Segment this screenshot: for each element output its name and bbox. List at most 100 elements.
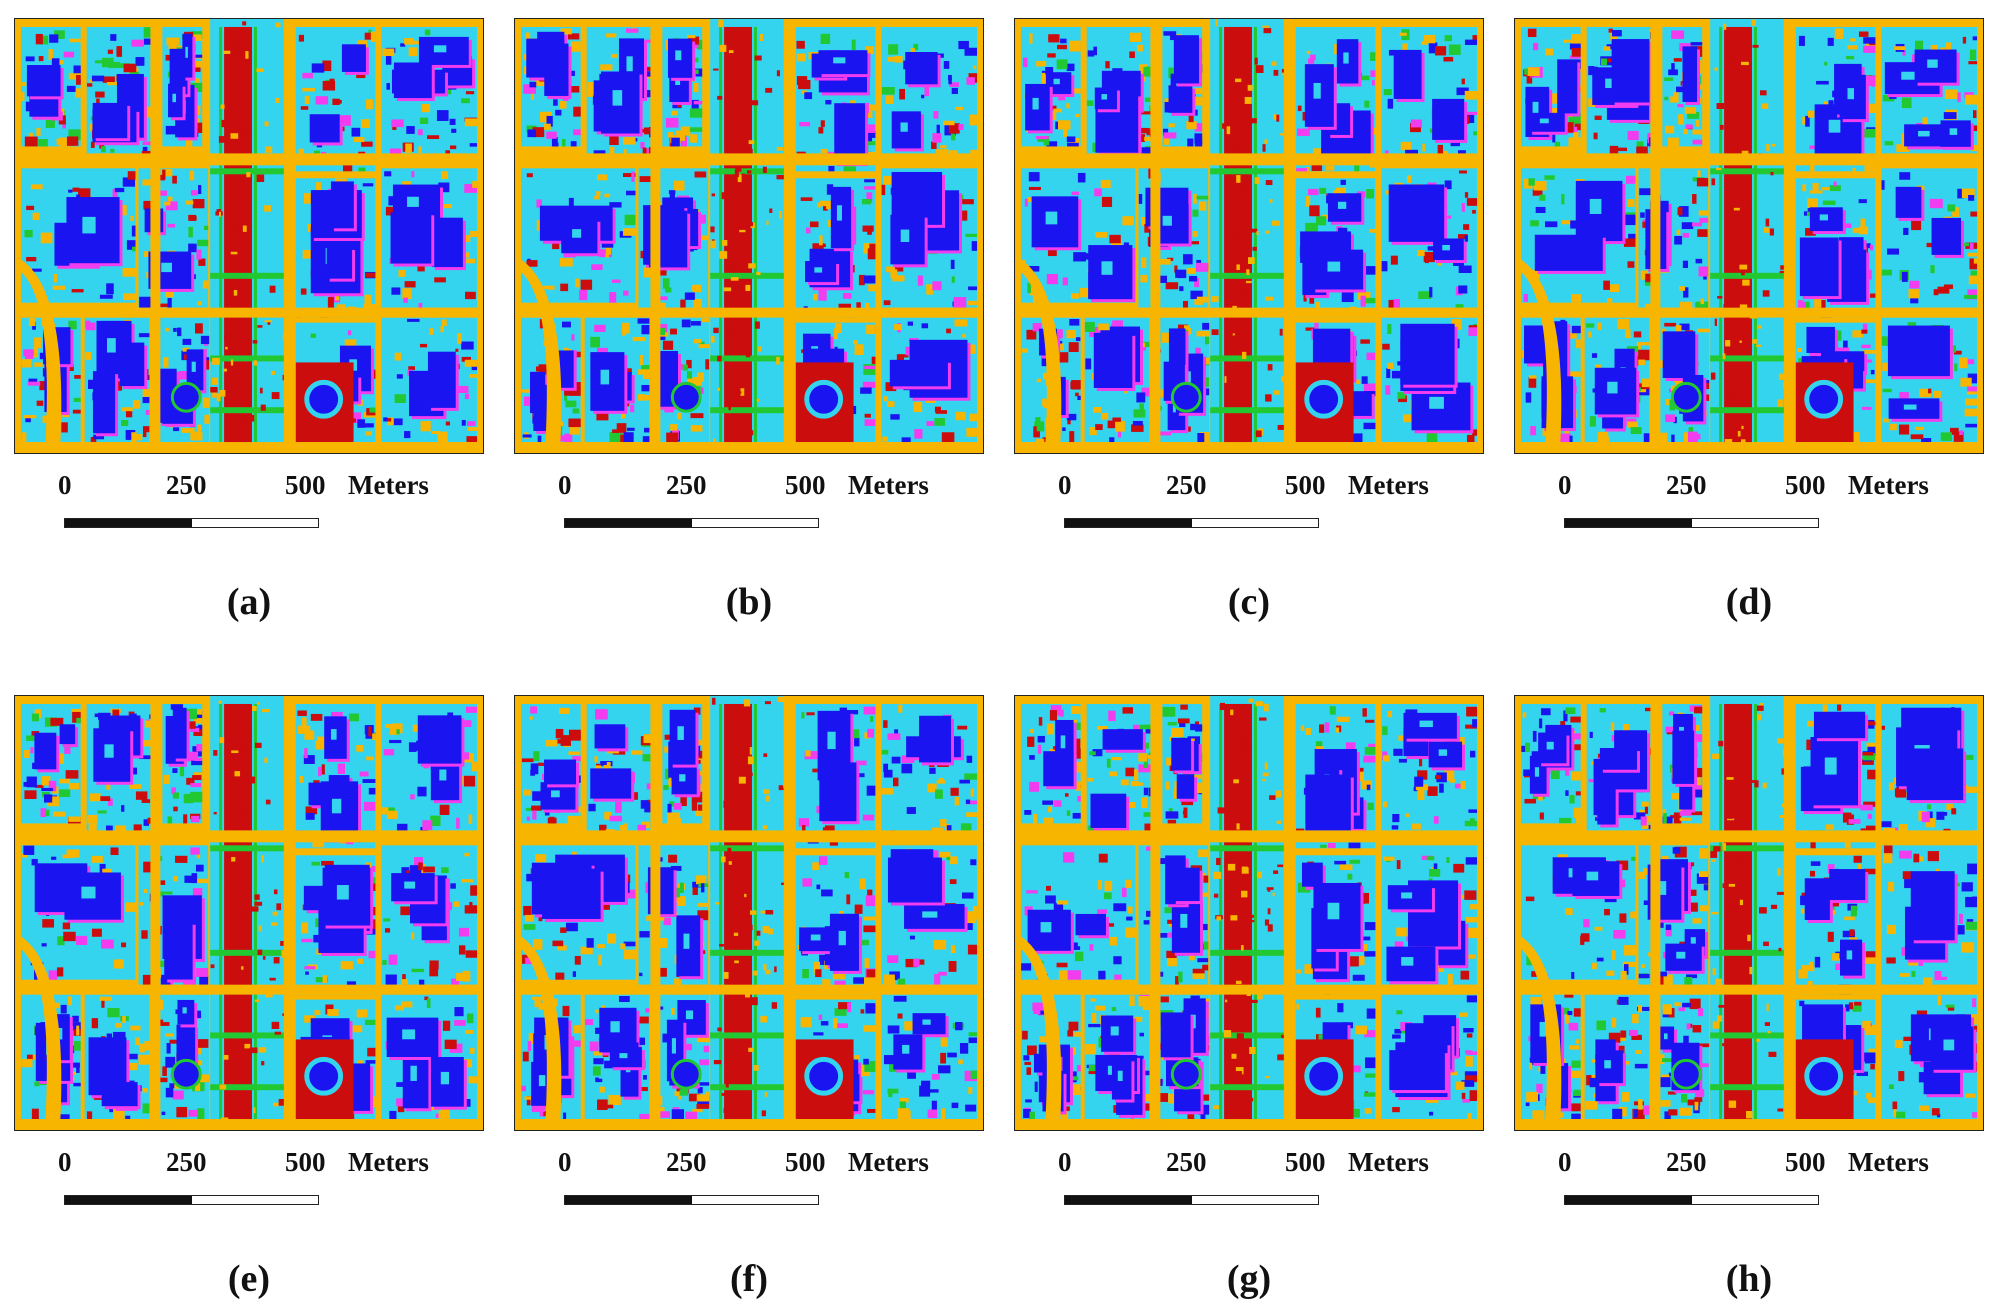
class-speckle [62,413,70,418]
class-speckle [971,241,978,251]
class-speckle [1071,1076,1079,1081]
class-speckle [1576,339,1581,349]
classification-map [1014,695,1484,1131]
courtyard [814,267,823,273]
class-speckle [1025,1099,1032,1103]
class-speckle [1881,269,1892,276]
class-speckle [705,1091,709,1099]
class-speckle [563,347,569,352]
class-speckle [1588,331,1592,338]
class-speckle [744,1103,749,1107]
class-speckle [23,349,34,357]
class-speckle [429,965,439,977]
class-speckle [331,711,343,718]
building-class [1090,793,1127,828]
class-speckle [855,760,867,766]
class-speckle [941,1108,946,1120]
class-speckle [1189,241,1199,245]
class-speckle [610,432,623,443]
class-speckle [454,1019,466,1026]
class-speckle [1198,892,1209,897]
building-class [1799,237,1839,297]
class-speckle [1864,75,1876,86]
class-speckle [1092,749,1103,757]
class-speckle [659,1111,671,1118]
class-speckle [813,293,818,301]
class-speckle [472,180,478,188]
class-speckle [299,776,304,783]
class-speckle [594,195,600,200]
class-speckle [644,39,654,43]
class-speckle [1124,879,1132,889]
class-speckle [1670,96,1675,103]
class-speckle [1341,291,1354,303]
class-speckle [748,1047,754,1052]
class-speckle [699,911,709,917]
class-speckle [957,725,968,730]
courtyard [1819,214,1828,221]
class-speckle [1972,36,1978,41]
class-speckle [798,818,810,827]
class-speckle [172,792,180,799]
class-speckle [1600,58,1608,66]
class-speckle [969,344,976,354]
class-speckle [698,344,710,349]
courtyard [551,790,560,798]
class-speckle [241,703,245,707]
class-speckle [1154,1043,1167,1050]
class-speckle [262,956,266,960]
class-speckle [1683,128,1688,135]
class-speckle [690,425,703,432]
class-speckle [1682,232,1690,238]
class-speckle [182,338,192,345]
panel-caption: (c) [1227,581,1271,623]
class-speckle [887,401,895,407]
class-speckle [1933,289,1939,296]
class-speckle [464,359,478,367]
class-speckle [195,54,203,58]
class-speckle [461,98,470,104]
class-speckle [210,386,218,393]
courtyard [1532,101,1539,115]
class-speckle [107,49,113,54]
class-speckle [1094,188,1102,197]
building-class [431,217,463,268]
class-speckle [1115,420,1125,432]
class-speckle [451,978,460,985]
class-speckle [727,847,732,854]
class-speckle [1059,709,1064,717]
class-speckle [251,906,259,912]
class-speckle [820,1021,829,1026]
class-speckle [264,320,273,323]
class-speckle [259,387,263,394]
class-speckle [142,141,155,146]
class-speckle [1034,1081,1038,1092]
class-speckle [854,344,864,355]
class-speckle [746,924,753,931]
class-speckle [1664,125,1675,134]
class-speckle [198,258,206,266]
class-speckle [256,174,265,182]
class-speckle [805,750,811,757]
scale-tick-500: 500 [785,1147,826,1177]
class-speckle [1033,1008,1041,1015]
class-speckle [112,709,120,719]
class-speckle [142,179,154,186]
class-speckle [693,57,699,63]
class-speckle [942,120,955,126]
map-panel-c: 0 250 500 Meters (c) [1014,18,1484,623]
class-speckle [1132,420,1143,426]
courtyard [1901,71,1915,80]
class-speckle [864,186,876,190]
class-speckle [73,397,81,402]
class-speckle [1667,137,1679,147]
class-speckle [966,77,975,85]
class-speckle [1407,175,1412,183]
class-speckle [1066,329,1077,339]
class-speckle [951,276,955,283]
class-speckle [226,854,231,860]
class-speckle [1858,199,1867,204]
scale-tick-250: 250 [166,1147,207,1177]
class-speckle [396,374,403,379]
class-speckle [887,733,901,740]
